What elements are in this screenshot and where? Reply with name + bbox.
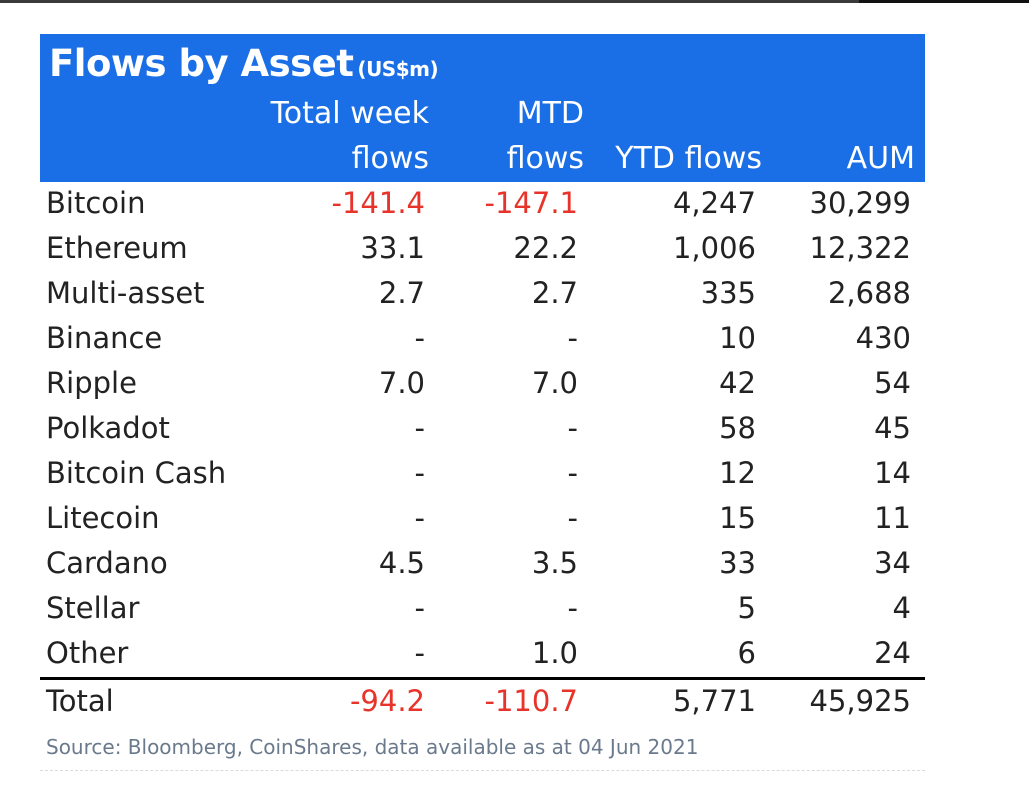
ytd-flows: 4,247 <box>672 186 756 220</box>
ytd-flows: 5 <box>737 591 756 625</box>
source-note: Source: Bloomberg, CoinShares, data avai… <box>46 735 699 759</box>
flows-table: Flows by Asset (US$m) Total week flows MT… <box>40 34 925 724</box>
col-header-ytd: YTD flows <box>615 141 762 176</box>
table-row: Polkadot - - 58 45 <box>40 407 925 452</box>
week-flows: -141.4 <box>331 186 426 220</box>
mtd-flows: 2.7 <box>531 276 578 310</box>
col-header-week-line2: flows <box>351 141 429 176</box>
asset-name: Multi-asset <box>46 276 205 310</box>
aum-value: 4 <box>892 591 911 625</box>
asset-name: Ethereum <box>46 231 188 265</box>
aum-value: 54 <box>874 366 911 400</box>
week-flows: 4.5 <box>378 546 425 580</box>
ytd-flows: 10 <box>719 321 756 355</box>
asset-name: Binance <box>46 321 163 355</box>
mtd-flows: -147.1 <box>484 186 579 220</box>
aum-value: 2,688 <box>827 276 911 310</box>
title-text: Flows by Asset <box>49 42 354 85</box>
table-body: Bitcoin -141.4 -147.1 4,247 30,299 Ethereum 33… <box>40 182 925 677</box>
asset-name: Bitcoin Cash <box>46 456 227 490</box>
aum-value: 14 <box>874 456 911 490</box>
week-flows: - <box>414 321 425 355</box>
ytd-flows: 58 <box>719 411 756 445</box>
table-row: Other - 1.0 6 24 <box>40 632 925 677</box>
aum-value: 24 <box>874 636 911 670</box>
ytd-flows: 6 <box>737 636 756 670</box>
asset-name: Ripple <box>46 366 137 400</box>
asset-name: Cardano <box>46 546 168 580</box>
table-row: Ethereum 33.1 22.2 1,006 12,322 <box>40 227 925 272</box>
aum-value: 45 <box>874 411 911 445</box>
table-row: Litecoin - - 15 11 <box>40 497 925 542</box>
table-row: Ripple 7.0 7.0 42 54 <box>40 362 925 407</box>
mtd-flows: 1.0 <box>531 636 578 670</box>
week-flows: 33.1 <box>360 231 425 265</box>
asset-name: Other <box>46 636 129 670</box>
ytd-flows: 12 <box>719 456 756 490</box>
mtd-flows: 3.5 <box>531 546 578 580</box>
table-row: Bitcoin -141.4 -147.1 4,247 30,299 <box>40 182 925 227</box>
week-flows: 2.7 <box>378 276 425 310</box>
ytd-flows: 1,006 <box>672 231 756 265</box>
table-row: Multi-asset 2.7 2.7 335 2,688 <box>40 272 925 317</box>
table-row: Cardano 4.5 3.5 33 34 <box>40 542 925 587</box>
ytd-flows: 335 <box>700 276 756 310</box>
ytd-flows: 15 <box>719 501 756 535</box>
total-aum: 45,925 <box>809 684 911 718</box>
col-header-week-line1: Total week <box>270 96 429 131</box>
total-label: Total <box>46 684 114 718</box>
footer-dashed-line <box>40 770 925 771</box>
title-unit: (US$m) <box>357 57 439 81</box>
asset-name: Stellar <box>46 591 140 625</box>
total-mtd-flows: -110.7 <box>484 684 579 718</box>
week-flows: 7.0 <box>378 366 425 400</box>
mtd-flows: - <box>567 501 578 535</box>
mtd-flows: 22.2 <box>513 231 578 265</box>
mtd-flows: - <box>567 321 578 355</box>
col-header-mtd-line1: MTD <box>516 96 584 131</box>
aum-value: 430 <box>855 321 911 355</box>
total-ytd-flows: 5,771 <box>672 684 756 718</box>
week-flows: - <box>414 456 425 490</box>
mtd-flows: - <box>567 591 578 625</box>
aum-value: 34 <box>874 546 911 580</box>
mtd-flows: - <box>567 411 578 445</box>
week-flows: - <box>414 636 425 670</box>
col-header-mtd-line2: flows <box>506 141 584 176</box>
ytd-flows: 33 <box>719 546 756 580</box>
week-flows: - <box>414 501 425 535</box>
table-header: Flows by Asset (US$m) Total week flows MT… <box>40 34 925 182</box>
aum-value: 11 <box>874 501 911 535</box>
mtd-flows: - <box>567 456 578 490</box>
asset-name: Litecoin <box>46 501 160 535</box>
col-header-aum: AUM <box>846 141 915 176</box>
aum-value: 30,299 <box>809 186 911 220</box>
top-border-line <box>0 0 1029 3</box>
total-week-flows: -94.2 <box>349 684 425 718</box>
aum-value: 12,322 <box>809 231 911 265</box>
table-row: Binance - - 10 430 <box>40 317 925 362</box>
mtd-flows: 7.0 <box>531 366 578 400</box>
asset-name: Bitcoin <box>46 186 146 220</box>
total-row: Total -94.2 -110.7 5,771 45,925 <box>40 677 925 724</box>
table-title: Flows by Asset (US$m) <box>49 42 439 85</box>
table-row: Bitcoin Cash - - 12 14 <box>40 452 925 497</box>
ytd-flows: 42 <box>719 366 756 400</box>
week-flows: - <box>414 591 425 625</box>
asset-name: Polkadot <box>46 411 170 445</box>
table-row: Stellar - - 5 4 <box>40 587 925 632</box>
top-border-dark-segment <box>859 0 1029 3</box>
week-flows: - <box>414 411 425 445</box>
